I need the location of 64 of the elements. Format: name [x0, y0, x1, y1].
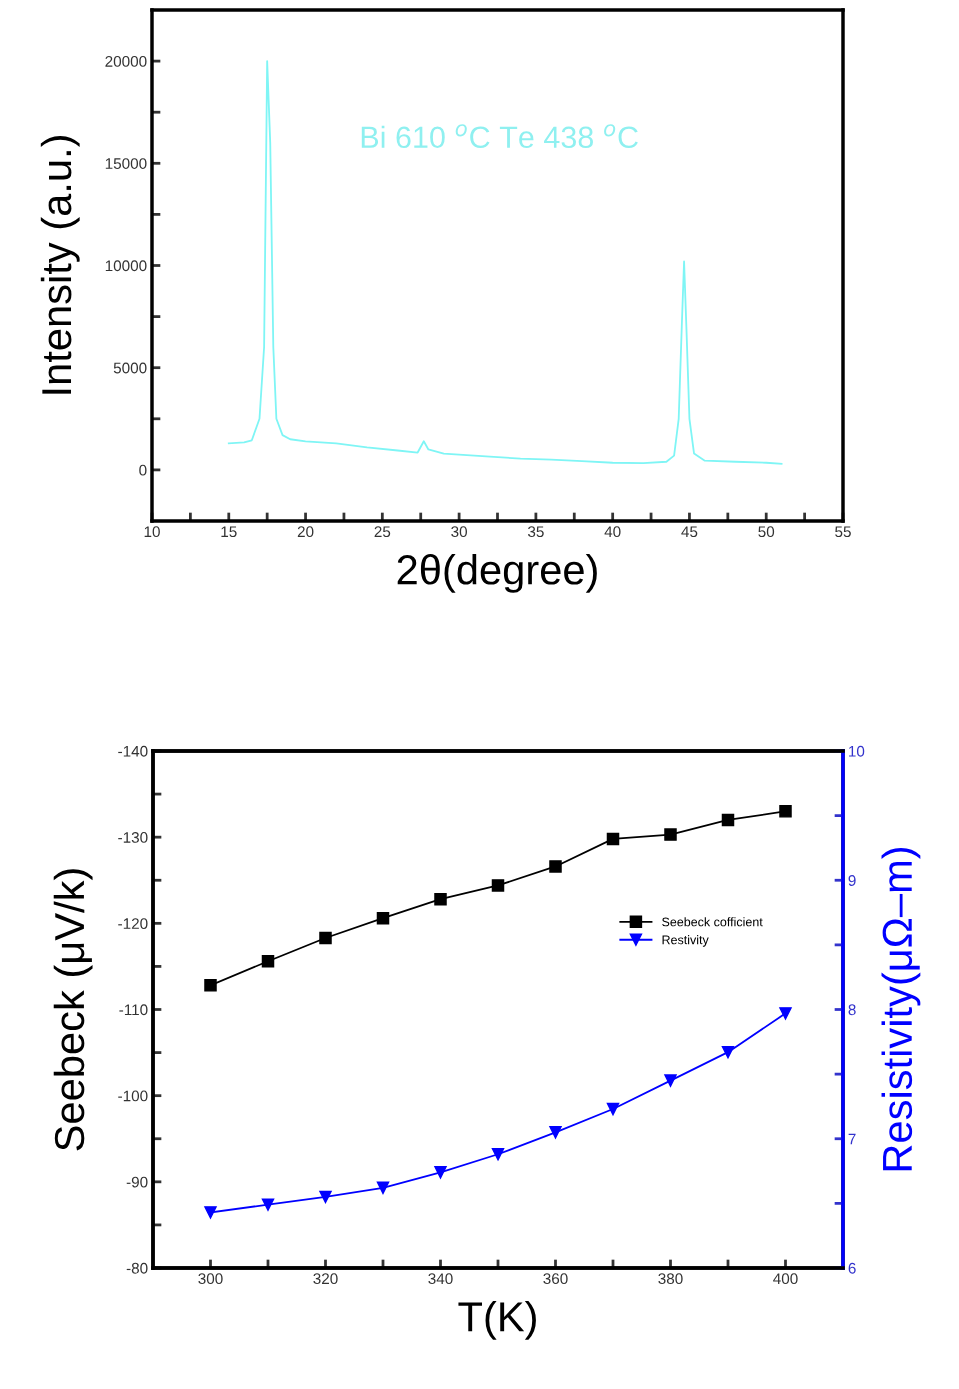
- y2-tick-label: 7: [848, 1133, 856, 1145]
- x-tick-label: 55: [835, 526, 851, 538]
- x-tick-label: 30: [451, 526, 468, 538]
- y2-tick-label: 9: [848, 875, 856, 886]
- y-tick-label: 5000: [113, 362, 147, 374]
- x-tick-label: 340: [428, 1273, 453, 1285]
- point: [319, 931, 332, 945]
- x-axis-title: T(K): [458, 1300, 536, 1340]
- y2-axis-title: Resistivity(μΩ–m): [881, 847, 921, 1171]
- line-series: [227, 60, 783, 465]
- point: [549, 1126, 562, 1139]
- y-axis-title: Intensity (a.u.): [40, 136, 80, 394]
- y2-tick-label: 8: [848, 1004, 856, 1016]
- x-tick-label: 300: [198, 1273, 223, 1285]
- x-axis-title: 2θ(degree): [397, 553, 597, 593]
- point: [319, 1190, 332, 1204]
- y-axis-title: Seebeck (μV/k): [53, 869, 93, 1151]
- y-tick-label: -80: [126, 1262, 148, 1274]
- legend-label: Restivity: [662, 935, 709, 947]
- point: [204, 979, 217, 992]
- x-tick-label: 15: [221, 526, 237, 538]
- point: [204, 1206, 217, 1219]
- point: [721, 1045, 735, 1059]
- point: [664, 1074, 677, 1087]
- y-tick-label: -140: [118, 745, 148, 757]
- point: [664, 828, 677, 841]
- y-tick-label: -110: [119, 1004, 148, 1016]
- y-tick-label: 15000: [105, 158, 147, 169]
- point: [491, 1148, 505, 1161]
- point: [376, 1181, 390, 1195]
- point: [434, 892, 447, 906]
- x-tick-label: 50: [758, 526, 775, 538]
- x-tick-label: 400: [773, 1273, 798, 1285]
- point: [606, 832, 620, 846]
- y-tick-label: -130: [118, 832, 148, 843]
- y-tick-label: 10000: [105, 260, 147, 272]
- point: [779, 805, 792, 818]
- y-tick-label: 20000: [105, 55, 147, 67]
- x-tick-label: 10: [144, 526, 160, 538]
- y-tick-label: 0: [139, 464, 147, 476]
- y-tick-label: -90: [126, 1176, 148, 1188]
- legend-label: Seebeck cofficient: [662, 917, 763, 927]
- point: [606, 1102, 620, 1116]
- x-tick-label: 380: [658, 1273, 683, 1285]
- annotation: Bi 610 $^{o}$C Te 438 $^{o}$C: [361, 124, 638, 149]
- point: [721, 813, 735, 827]
- x-tick-label: 45: [681, 526, 698, 538]
- y-tick-label: -100: [118, 1090, 148, 1102]
- x-tick-label: 40: [604, 526, 621, 538]
- point: [261, 954, 275, 968]
- x-tick-label: 35: [527, 526, 544, 538]
- x-tick-label: 25: [374, 526, 391, 538]
- point: [261, 1198, 275, 1211]
- x-tick-label: 360: [543, 1273, 568, 1285]
- y-tick-label: -120: [118, 918, 148, 930]
- point: [549, 860, 562, 873]
- y2-tick-label: 6: [848, 1262, 856, 1274]
- point: [376, 911, 390, 925]
- point: [779, 1007, 792, 1020]
- y2-tick-label: 10: [849, 745, 865, 757]
- x-tick-label: 320: [313, 1273, 338, 1285]
- x-tick-label: 20: [297, 526, 314, 538]
- point: [491, 879, 505, 892]
- point: [434, 1166, 447, 1179]
